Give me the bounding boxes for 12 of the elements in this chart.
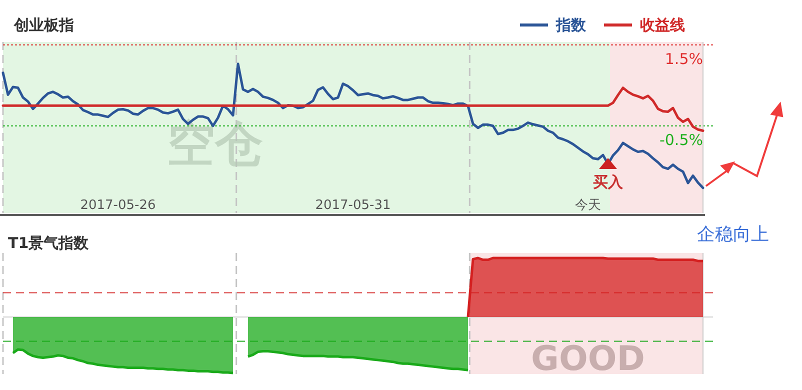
legend-label: 收益线 [640,16,685,34]
legend-label: 指数 [555,16,587,34]
x-tick-label: 2017-05-26 [80,198,156,213]
y-tick-label: -0.5% [659,130,703,149]
chart-title: 创业板指 [13,16,74,34]
chart-title: T1景气指数 [8,234,90,252]
x-tick-label: 今天 [575,198,601,213]
x-tick-label: 2017-05-31 [315,198,391,213]
annotation: GOOD [531,339,645,379]
y-tick-label: 1.5% [664,50,703,68]
annotation: 买入 [593,173,624,191]
text: 企稳向上 [697,224,769,245]
